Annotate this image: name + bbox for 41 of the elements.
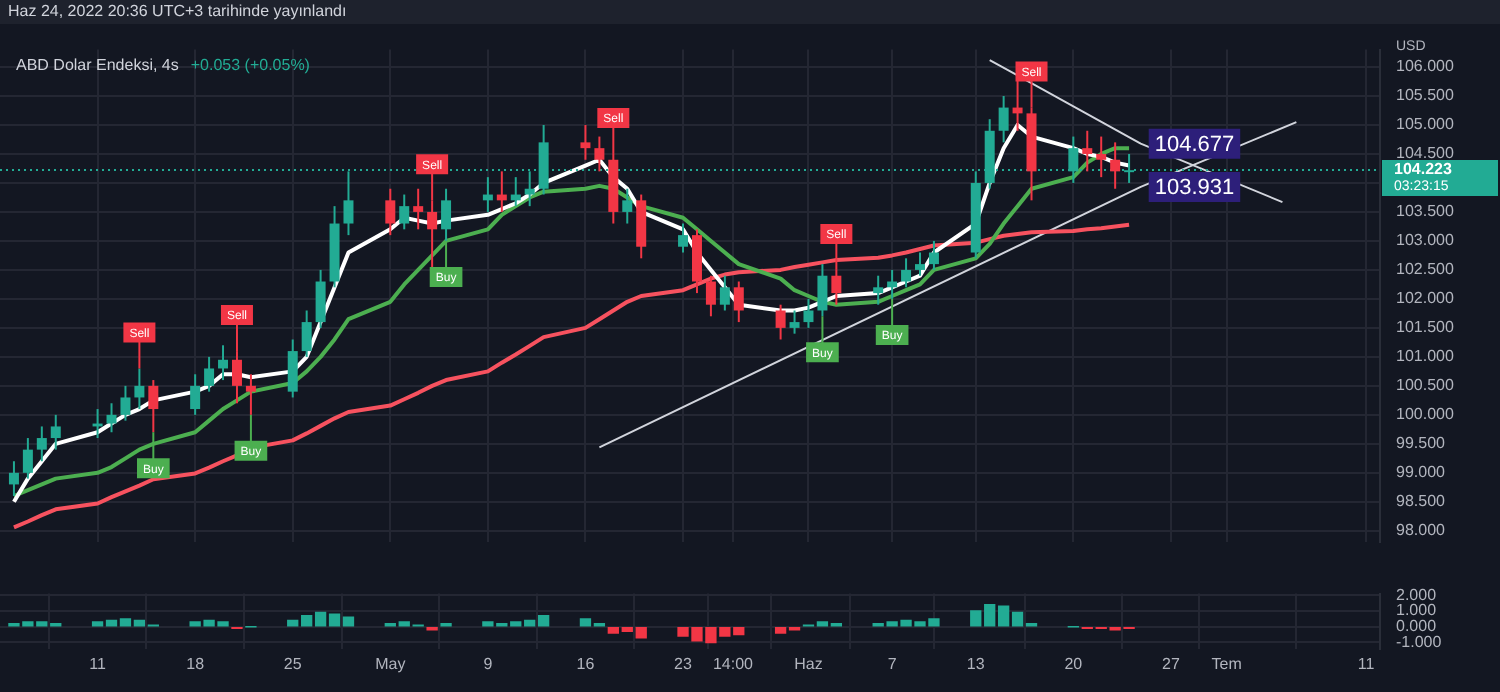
x-tick-label: Haz (794, 654, 823, 673)
x-tick-label: May (375, 654, 406, 673)
x-tick-label: 27 (1162, 654, 1181, 673)
y-tick-label: 98.000 (1396, 521, 1447, 540)
chart-title: ABD Dolar Endeksi, 4s (16, 56, 179, 75)
ref-line-label: 104.223 (1394, 160, 1453, 179)
y-tick-label: 100.000 (1396, 405, 1455, 424)
y-tick-label: 103.000 (1396, 231, 1455, 250)
y-tick-label: 105.500 (1396, 86, 1455, 105)
x-tick-label: 23 (674, 654, 694, 673)
y-tick-label: 1.000 (1396, 601, 1438, 620)
y-tick-label: 103.500 (1396, 202, 1455, 221)
y-tick-label: 104.500 (1396, 144, 1455, 163)
x-tick-label: 16 (576, 654, 596, 673)
y-tick-label: 101.000 (1396, 347, 1455, 366)
x-tick-label: 14:00 (712, 654, 755, 673)
data-label: 103.931 (1154, 176, 1235, 201)
y-tick-label: 98.500 (1396, 492, 1447, 511)
x-tick-label: 11 (89, 654, 107, 673)
y-tick-label: 100.500 (1396, 376, 1455, 395)
y-tick-label: 105.000 (1396, 115, 1455, 134)
y-tick-label: 102.000 (1396, 289, 1455, 308)
y-tick-label: 106.000 (1396, 57, 1455, 76)
x-tick-label: 11 (1357, 654, 1376, 673)
y-tick-label: -1.000 (1396, 632, 1443, 651)
x-tick-label: 18 (186, 654, 206, 673)
y-tick-label: 101.500 (1396, 318, 1455, 337)
chart-subtitle: +0.053 (+0.05%) (190, 56, 311, 75)
text: Haz 24, 2022 20:36 UTC+3 tarihinde yayınlandı (0, 0, 1500, 24)
x-tick-label: 20 (1064, 654, 1084, 673)
x-tick-label: 7 (887, 654, 898, 673)
y-tick-label: 2.000 (1396, 585, 1438, 604)
y-tick-label: 99.000 (1396, 463, 1447, 482)
y-tick-label: 102.500 (1396, 260, 1455, 279)
x-tick-label: 9 (483, 654, 494, 673)
x-tick-label: 13 (966, 654, 986, 673)
y-tick-label: 0.000 (1396, 617, 1438, 636)
data-label: 104.677 (1154, 132, 1235, 157)
y-tick-label: 99.500 (1396, 434, 1447, 453)
x-tick-label: 25 (283, 654, 303, 673)
x-tick-label: Tem (1211, 654, 1243, 673)
